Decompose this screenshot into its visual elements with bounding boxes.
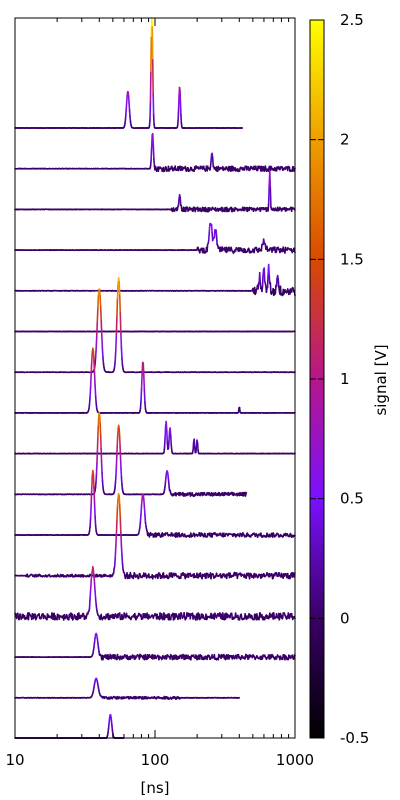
trace — [14, 677, 241, 700]
trace — [14, 411, 248, 497]
trace — [14, 17, 244, 129]
x-tick-label: 100 — [141, 751, 170, 769]
trace — [14, 493, 296, 580]
colorbar-tick-label: 1 — [340, 370, 350, 388]
trace — [14, 132, 296, 173]
colorbar-tick-label: 0 — [340, 609, 350, 627]
x-axis-label: [ns] — [140, 779, 169, 797]
trace — [14, 222, 296, 254]
trace — [14, 347, 296, 414]
colorbar-tick-label: 2.5 — [340, 11, 364, 29]
trace — [14, 713, 125, 739]
trace — [14, 263, 296, 297]
x-tick-label: 10 — [5, 751, 24, 769]
colorbar-tick-label: 2 — [340, 131, 350, 149]
trace — [14, 169, 296, 213]
colorbar-tick-label: 0.5 — [340, 490, 364, 508]
trace — [14, 632, 296, 661]
colorbar-tick-label: -0.5 — [340, 729, 369, 747]
colorbar-axis: -0.5 0 0.5 1 1.5 2 2.5 — [310, 11, 369, 747]
plot-area — [14, 17, 296, 739]
trace — [14, 566, 296, 621]
trace — [14, 469, 296, 538]
colorbar-label: signal [V] — [372, 344, 390, 415]
x-axis: 10 100 1000 — [5, 18, 314, 769]
x-tick-label: 1000 — [276, 751, 314, 769]
trace — [14, 276, 296, 374]
trace — [14, 420, 296, 455]
colorbar-tick-label: 1.5 — [340, 250, 364, 268]
